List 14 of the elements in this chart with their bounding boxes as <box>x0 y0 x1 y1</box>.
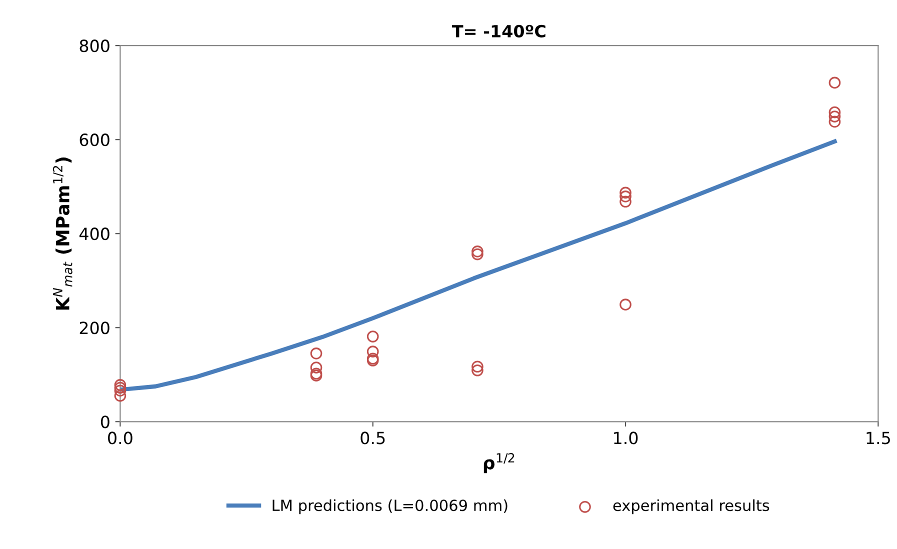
legend-label: experimental results <box>613 499 770 514</box>
x-tick-label: 0.5 <box>360 432 385 444</box>
y-tick-label: 0 <box>100 416 110 428</box>
x-tick-label: 1.0 <box>614 432 638 444</box>
y-tick-label: 400 <box>79 228 110 240</box>
legend-label: LM predictions (L=0.0069 mm) <box>272 499 508 514</box>
x-tick-label: 0.0 <box>108 432 132 444</box>
y-axis-title: K$^{N}$$_{mat}$ (MPam$^{1/2}$) <box>52 158 72 310</box>
x-axis-title: ρ$^{1/2}$ <box>484 453 514 474</box>
y-tick-label: 800 <box>80 40 110 52</box>
chart-title: T= -140ºC <box>452 24 546 38</box>
y-tick-label: 600 <box>80 134 110 146</box>
y-tick-label: 200 <box>80 322 110 334</box>
x-tick-label: 1.5 <box>866 432 890 444</box>
